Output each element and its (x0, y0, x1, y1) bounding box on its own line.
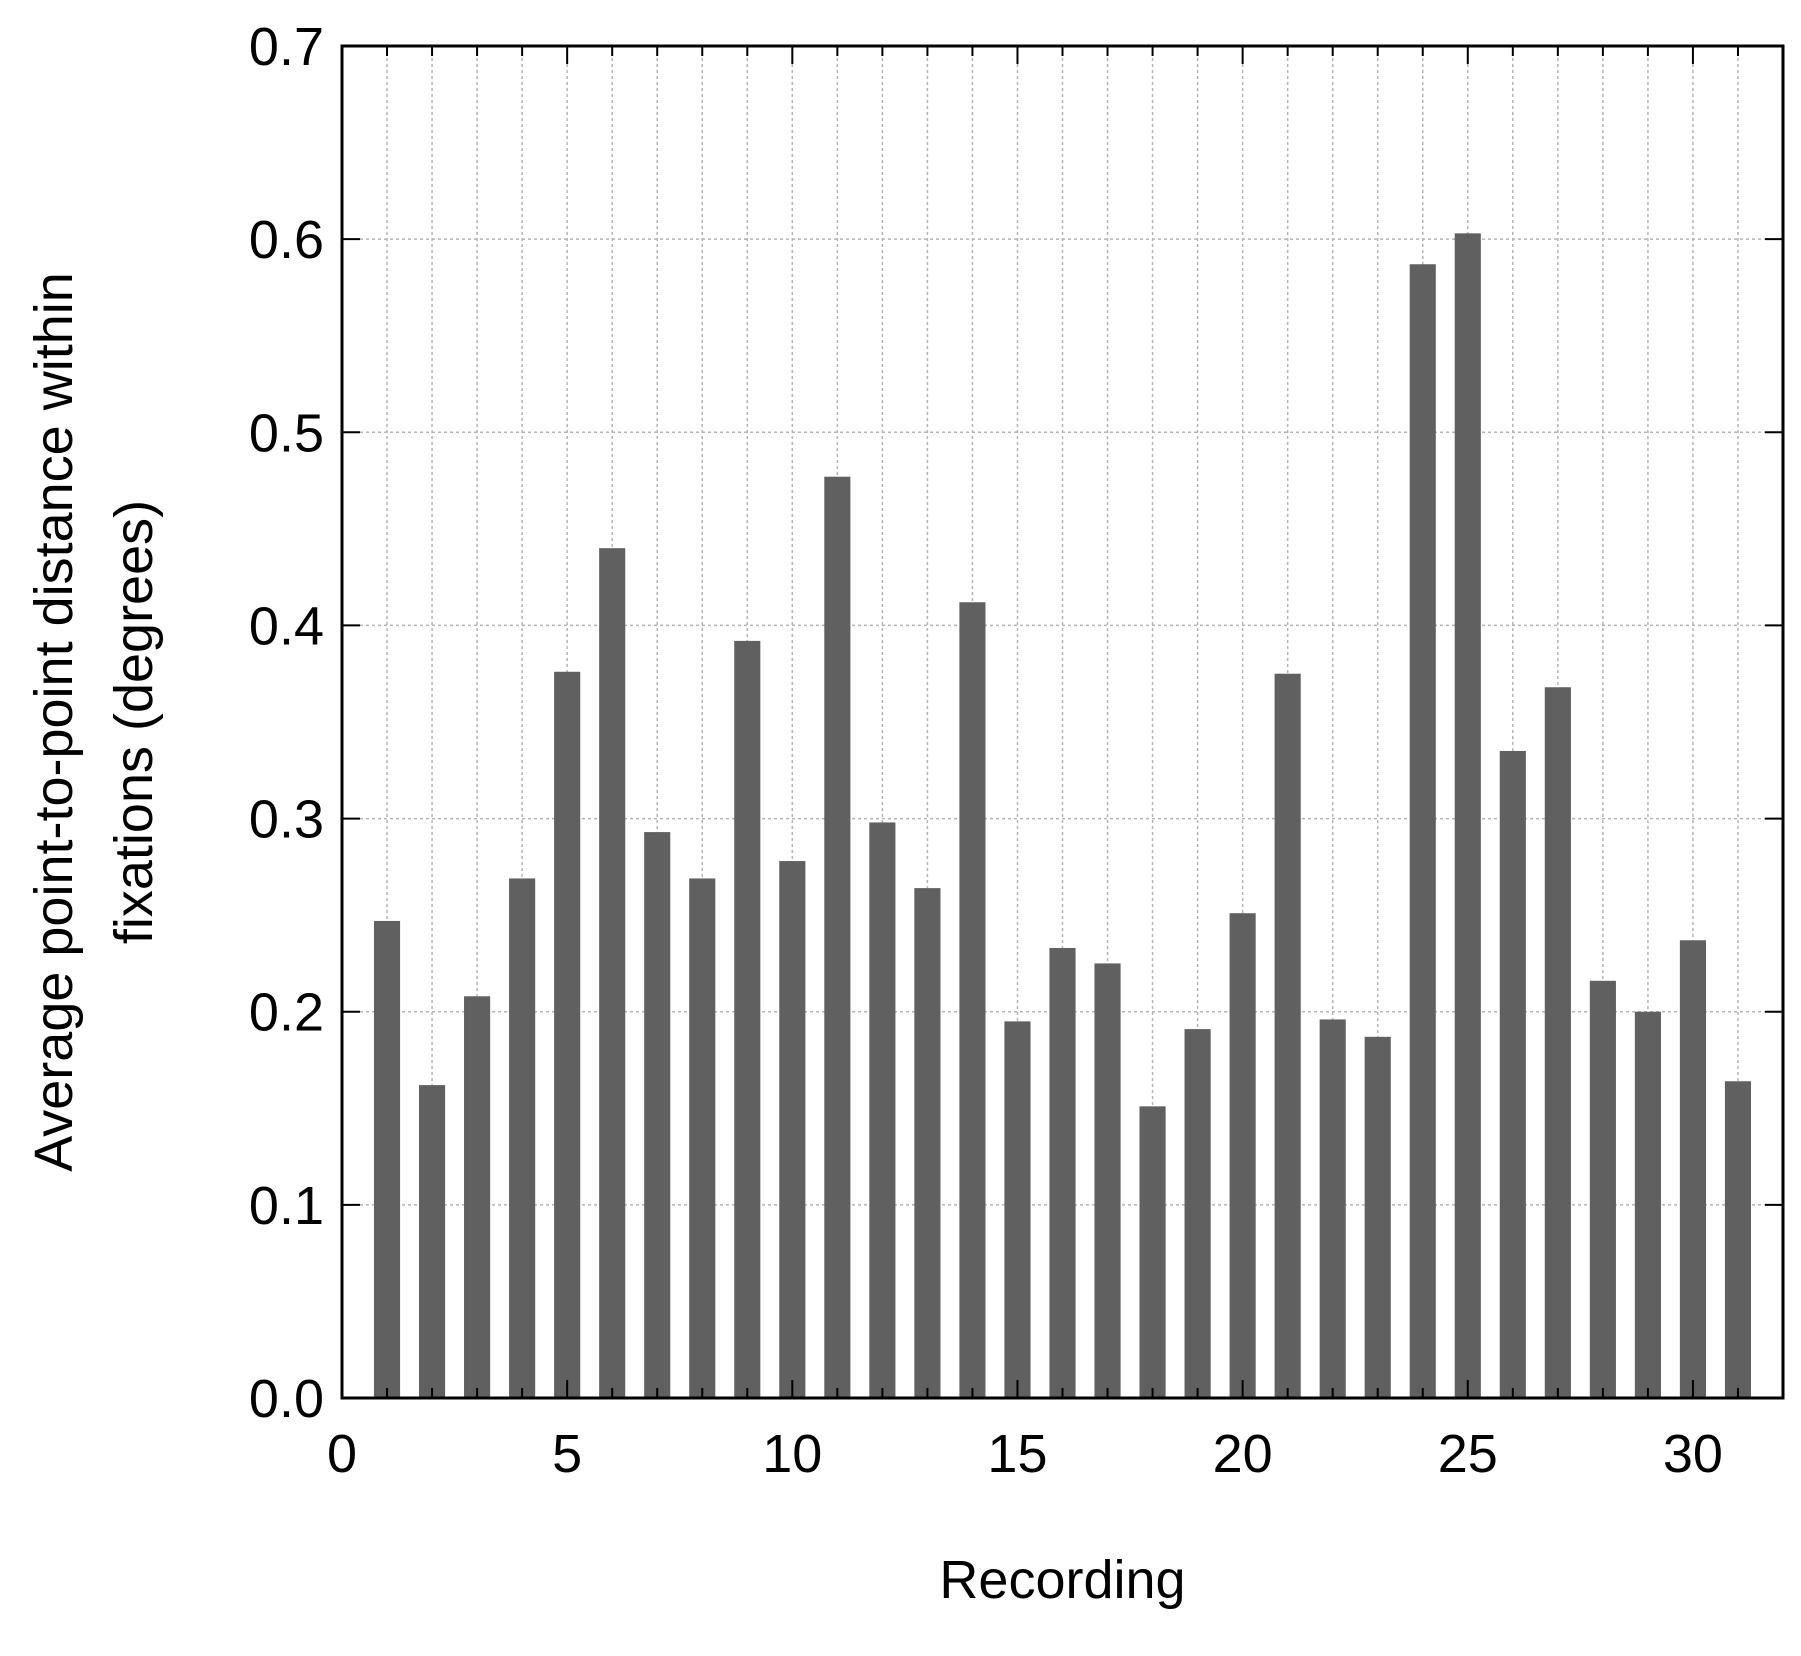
bar (959, 602, 986, 1398)
y-axis-title: Average point-to-point distance within f… (24, 272, 164, 1172)
x-tick-labels: 0 5 10 15 20 25 30 (327, 1424, 1723, 1484)
bar (1544, 687, 1571, 1398)
bar (1184, 1029, 1211, 1398)
y-tick-labels: 0.0 0.1 0.2 0.3 0.4 0.5 0.6 0.7 (249, 17, 324, 1429)
x-tick-label: 10 (762, 1424, 822, 1484)
x-tick-label: 5 (552, 1424, 582, 1484)
y-axis-title-line-2: fixations (degrees) (104, 500, 164, 944)
plot-frame (340, 44, 1785, 1400)
y-tick-label: 0.1 (249, 1176, 324, 1236)
bar (824, 476, 851, 1398)
bar (1724, 1081, 1752, 1398)
bar (509, 878, 536, 1398)
bar (734, 640, 761, 1398)
bar (599, 548, 626, 1398)
bar (1499, 750, 1526, 1398)
bar (779, 861, 806, 1398)
bar (554, 671, 581, 1398)
x-tick-label: 0 (327, 1424, 357, 1484)
bar (1454, 233, 1481, 1398)
bar (689, 878, 716, 1398)
y-tick-label: 0.0 (249, 1369, 324, 1429)
bar (1139, 1106, 1166, 1398)
x-tick-label: 20 (1213, 1424, 1273, 1484)
y-tick-label: 0.7 (249, 17, 324, 77)
bar (464, 996, 491, 1398)
bar (644, 832, 671, 1398)
bar (869, 822, 896, 1398)
bars (373, 233, 1752, 1398)
bar (1004, 1021, 1031, 1398)
bar (1049, 947, 1076, 1398)
bar (373, 920, 401, 1398)
bar (1094, 963, 1121, 1398)
y-tick-label: 0.5 (249, 403, 324, 463)
x-tick-label: 15 (987, 1424, 1047, 1484)
bar (1319, 1019, 1346, 1398)
bar (1634, 1011, 1661, 1398)
grid-lines (342, 46, 1783, 1398)
bar (1679, 940, 1706, 1398)
bar (1274, 673, 1301, 1398)
bar (914, 888, 941, 1398)
x-tick-label: 25 (1438, 1424, 1498, 1484)
bar (1364, 1036, 1391, 1398)
bar (1589, 980, 1616, 1398)
y-axis-title-line-1: Average point-to-point distance within (24, 272, 84, 1172)
y-tick-label: 0.4 (249, 596, 324, 656)
y-tick-label: 0.2 (249, 983, 324, 1043)
bar (419, 1085, 446, 1398)
bar (1409, 264, 1436, 1398)
x-axis-title: Recording (939, 1550, 1185, 1610)
y-tick-label: 0.3 (249, 790, 324, 850)
y-tick-label: 0.6 (249, 210, 324, 270)
x-tick-label: 30 (1663, 1424, 1723, 1484)
bar (1229, 913, 1256, 1398)
